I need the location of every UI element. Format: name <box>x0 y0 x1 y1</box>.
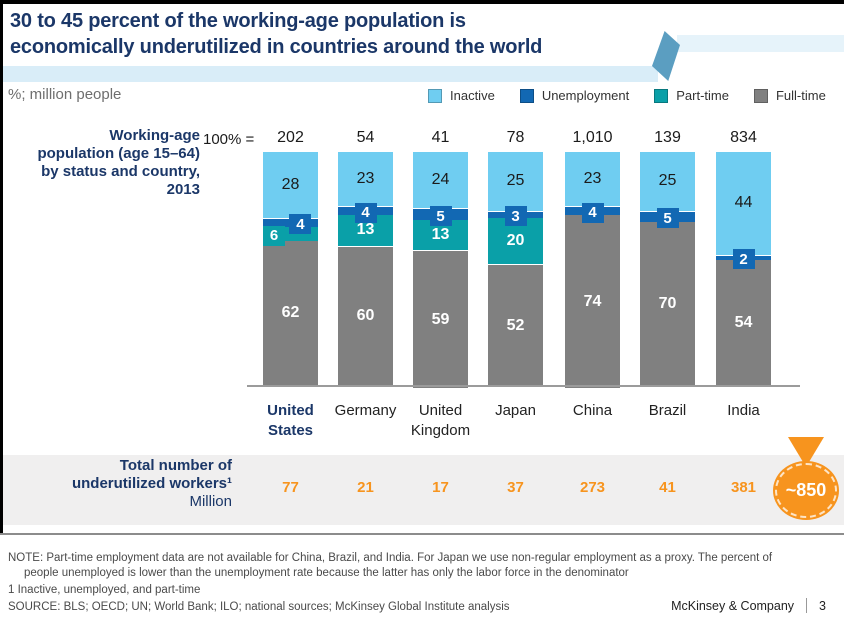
top-border-bar <box>0 0 844 4</box>
segment-inactive: 25 <box>640 152 695 211</box>
part-time-value-badge: 6 <box>263 225 285 246</box>
unemployment-value-badge: 5 <box>429 206 452 226</box>
chart-title-line: by status and country, <box>41 163 200 180</box>
country-label: China <box>572 402 613 419</box>
underutilized-value: 273 <box>579 479 606 496</box>
footer-divider <box>0 533 844 535</box>
chart-title-line: 2013 <box>166 181 200 198</box>
page-number: 3 <box>819 598 826 613</box>
legend-label: Full-time <box>775 88 826 103</box>
bar-united-kingdom: 24 5 13 59 <box>413 152 468 389</box>
chart-legend: Inactive Unemployment Part-time Full-time <box>428 88 826 103</box>
underutilized-row-band <box>3 455 844 525</box>
unemployment-value-badge: 4 <box>354 202 377 223</box>
legend-item: Inactive <box>428 88 495 103</box>
segment-full-time: 52 <box>488 264 543 386</box>
underutilized-value: 77 <box>282 479 299 496</box>
chart-title-line: Working-age <box>109 127 200 144</box>
footnote-text: 1 Inactive, unemployed, and part-time <box>8 584 201 596</box>
segment-inactive: 23 <box>338 152 393 206</box>
underutilized-value: 37 <box>507 479 524 496</box>
country-label: United States <box>267 402 314 439</box>
bar-united-states: 28 4 6 62 <box>263 152 318 386</box>
decorative-ribbon-right <box>677 35 844 52</box>
legend-swatch-icon <box>654 88 669 103</box>
segment-inactive: 24 <box>413 152 468 209</box>
bar-total: 41 <box>431 129 450 146</box>
bar-total: 834 <box>730 129 757 146</box>
callout-value: ~850 <box>785 480 827 500</box>
bar-total: 1,010 <box>572 129 613 146</box>
underutilized-value: 17 <box>432 479 449 496</box>
segment-full-time: 70 <box>640 222 695 386</box>
note-line-2: people unemployed is lower than the unem… <box>24 567 629 579</box>
chart-units-label: %; million people <box>8 86 122 103</box>
bar-total: 139 <box>654 129 681 146</box>
country-label: Japan <box>495 402 536 419</box>
bar-india: 44 2 54 <box>716 152 771 386</box>
legend-label: Part-time <box>676 88 729 103</box>
underutilized-label-line: underutilized workers¹ <box>71 475 232 492</box>
note-text: NOTE: Part-time employment data are not … <box>8 551 836 581</box>
legend-swatch-icon <box>753 88 768 103</box>
bar-germany: 23 4 13 60 <box>338 152 393 386</box>
decorative-ribbon-left <box>3 66 658 82</box>
legend-label: Inactive <box>450 88 495 103</box>
chart-title: Working-age population (age 15–64) by st… <box>18 127 200 199</box>
unemployment-value-badge: 2 <box>732 249 755 270</box>
note-line-1: NOTE: Part-time employment data are not … <box>8 552 773 564</box>
bar-brazil: 25 5 70 <box>640 152 695 386</box>
segment-inactive: 44 <box>716 152 771 255</box>
chart-title-line: population (age 15–64) <box>37 145 200 162</box>
legend-swatch-icon <box>519 88 534 103</box>
title-line-1: 30 to 45 percent of the working-age popu… <box>10 10 466 32</box>
unemployment-value-badge: 3 <box>504 206 527 226</box>
segment-full-time: 62 <box>263 240 318 386</box>
underutilized-value: 41 <box>659 479 676 496</box>
legend-label: Unemployment <box>541 88 630 103</box>
legend-item: Part-time <box>654 88 729 103</box>
hundred-percent-label: 100% = <box>203 131 255 148</box>
underutilized-unit-label: Million <box>189 493 232 510</box>
page-title: 30 to 45 percent of the working-age popu… <box>10 8 542 60</box>
bar-china: 23 4 74 <box>565 152 620 389</box>
underutilized-row-label: Total number of underutilized workers¹ M… <box>18 457 232 511</box>
bar-total: 202 <box>277 129 304 146</box>
segment-inactive: 23 <box>565 152 620 206</box>
segment-inactive: 25 <box>488 152 543 211</box>
segment-full-time: 59 <box>413 250 468 389</box>
underutilized-label-line: Total number of <box>119 457 232 474</box>
segment-full-time: 74 <box>565 215 620 389</box>
total-callout-circle: ~850 <box>773 461 839 520</box>
country-label: India <box>727 402 760 419</box>
segment-full-time: 54 <box>716 259 771 386</box>
unemployment-value-badge: 4 <box>581 202 604 223</box>
segment-full-time: 60 <box>338 245 393 386</box>
legend-swatch-icon <box>428 88 442 103</box>
source-text: SOURCE: BLS; OECD; UN; World Bank; ILO; … <box>8 601 510 613</box>
legend-item: Full-time <box>753 88 826 103</box>
left-border-bar <box>0 0 3 534</box>
callout-dashed-ring <box>775 463 837 518</box>
underutilized-value: 381 <box>730 479 757 496</box>
unemployment-value-badge: 5 <box>656 208 679 229</box>
segment-inactive: 28 <box>263 152 318 218</box>
legend-item: Unemployment <box>519 88 630 103</box>
bar-japan: 25 3 20 52 <box>488 152 543 386</box>
x-axis-line <box>247 385 800 387</box>
unemployment-value-badge: 4 <box>289 214 312 235</box>
country-label: Brazil <box>648 402 687 419</box>
country-label: Germany <box>334 402 397 419</box>
brand-separator <box>806 598 808 613</box>
bar-total: 78 <box>506 129 525 146</box>
footer-brand: McKinsey & Company 3 <box>671 598 826 613</box>
underutilized-value: 21 <box>357 479 374 496</box>
bar-total: 54 <box>356 129 375 146</box>
title-line-2: economically underutilized in countries … <box>10 36 543 58</box>
brand-name: McKinsey & Company <box>671 598 795 613</box>
country-label: United Kingdom <box>410 402 471 439</box>
